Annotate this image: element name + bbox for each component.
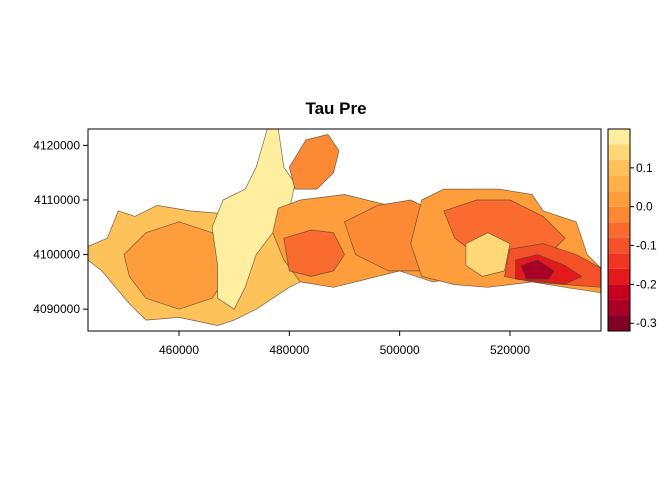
x-tick-label-3: 520000 bbox=[490, 343, 530, 357]
colorbar-swatch-9 bbox=[608, 175, 630, 192]
colorbar-tick-label-1: -0.2 bbox=[636, 277, 657, 291]
y-tick-label-0: 4090000 bbox=[33, 302, 80, 316]
x-tick-label-2: 500000 bbox=[380, 343, 420, 357]
x-tick-label-0: 460000 bbox=[159, 343, 199, 357]
colorbar-swatch-11 bbox=[608, 144, 630, 161]
plot-frame bbox=[87, 128, 602, 332]
colorbar-tick-label-4: 0.1 bbox=[636, 161, 653, 175]
colorbar-swatch-1 bbox=[608, 299, 630, 316]
colorbar-legend: -0.3 -0.2 -0.1 0.0 0.1 bbox=[607, 128, 657, 332]
colorbar-swatch-2 bbox=[608, 284, 630, 300]
colorbar-swatch-10 bbox=[608, 160, 630, 176]
colorbar-tick-label-2: -0.1 bbox=[636, 239, 657, 253]
colorbar-swatch-6 bbox=[608, 222, 630, 238]
raster-regions bbox=[88, 129, 601, 326]
colorbar-swatch-0 bbox=[608, 315, 630, 331]
colorbar-swatch-12 bbox=[608, 129, 630, 145]
colorbar-tick-label-3: 0.0 bbox=[636, 200, 653, 214]
raster-region-12 bbox=[520, 259, 555, 280]
colorbar-swatch-4 bbox=[608, 253, 630, 269]
colorbar-swatch-3 bbox=[608, 268, 630, 285]
chart-title: Tau Pre bbox=[305, 99, 366, 118]
y-tick-label-2: 4110000 bbox=[34, 193, 80, 207]
y-tick-label-3: 4120000 bbox=[33, 138, 80, 152]
raster-region-4 bbox=[283, 229, 345, 277]
map-plot-area: 460000 480000 500000 520000 4090000 4100000 41… bbox=[33, 128, 602, 357]
colorbar-frame bbox=[607, 128, 631, 332]
colorbar-swatch-7 bbox=[608, 206, 630, 223]
colorbar-swatch-8 bbox=[608, 191, 630, 207]
colorbar-swatch-5 bbox=[608, 237, 630, 254]
raster-region-2 bbox=[211, 129, 296, 310]
raster-region-5 bbox=[288, 134, 340, 190]
raster-region-9 bbox=[465, 232, 511, 277]
x-tick-label-1: 480000 bbox=[269, 343, 309, 357]
colorbar-tick-label-0: -0.3 bbox=[636, 316, 657, 330]
y-tick-label-1: 4100000 bbox=[33, 248, 80, 262]
